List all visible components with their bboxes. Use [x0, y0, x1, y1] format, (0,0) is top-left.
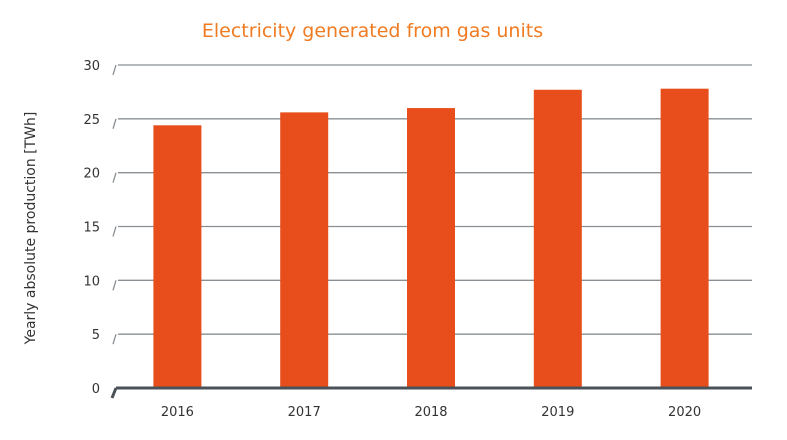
- chart-title: Electricity generated from gas units: [0, 20, 787, 42]
- y-tick-mark: [112, 280, 117, 291]
- x-axis-tick: [110, 387, 118, 399]
- x-tick-label: 2017: [288, 405, 321, 420]
- y-tick-mark: [112, 226, 117, 237]
- y-tick-label: 5: [92, 328, 100, 343]
- x-tick-label: 2019: [541, 405, 574, 420]
- y-tick-mark: [112, 172, 117, 183]
- x-tick-label: 2020: [668, 405, 701, 420]
- bar-2019: [533, 89, 582, 388]
- y-tick-label: 15: [83, 221, 100, 236]
- bar-2020: [660, 88, 709, 388]
- y-tick-mark: [112, 333, 117, 345]
- y-tick-label: 20: [83, 167, 100, 182]
- y-tick-label: 30: [83, 59, 100, 74]
- bar-2017: [280, 112, 329, 388]
- chart-title-text: Electricity generated from gas units: [201, 20, 544, 42]
- y-tick-label: 25: [83, 113, 100, 128]
- x-tick-label: 2018: [414, 405, 447, 420]
- y-axis-label: Yearly absolute production [TWh]: [23, 112, 39, 346]
- x-tick-label: 2016: [161, 405, 194, 420]
- y-tick-label: 0: [92, 382, 100, 397]
- y-tick-label: 10: [83, 274, 100, 289]
- y-tick-mark: [112, 64, 117, 76]
- y-tick-mark: [112, 118, 117, 130]
- bar-2018: [407, 108, 455, 389]
- bar-2016: [153, 125, 202, 388]
